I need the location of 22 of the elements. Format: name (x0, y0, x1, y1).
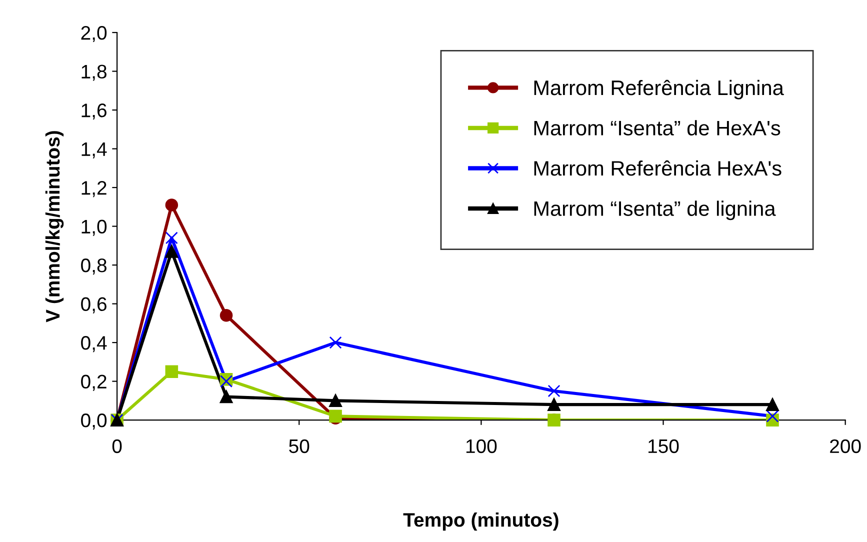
y-tick-label: 1,8 (82, 64, 106, 81)
y-tick-label: 0,0 (81, 414, 107, 430)
y-tick-label: 0,2 (81, 374, 106, 391)
legend-label: Marrom Referência HexA's (534, 160, 782, 176)
x-axis-title: Tempo (minutos) (403, 512, 558, 531)
x-tick-label: 200 (830, 439, 861, 454)
legend-label: Marrom “Isenta” de HexA's (534, 120, 780, 136)
y-tick-label: 1,6 (82, 103, 106, 120)
x-tick-label: 50 (289, 439, 310, 454)
y-tick-label: 1,2 (82, 181, 106, 198)
legend-label: Marrom Referência Lignina (534, 80, 784, 100)
x-tick-label: 150 (648, 439, 679, 454)
y-tick-label: 1,4 (82, 142, 107, 158)
y-tick-label: 0,4 (81, 336, 107, 352)
legend-label: Marrom “Isenta” de lignina (534, 200, 776, 220)
y-tick-label: 0,6 (81, 297, 106, 314)
y-tick-label: 0,8 (81, 258, 106, 275)
y-tick-label: 2,0 (81, 26, 107, 42)
y-axis-title: V (mmol/kg/minutos) (45, 131, 64, 322)
x-tick-label: 0 (112, 439, 122, 454)
x-tick-label: 100 (466, 439, 497, 454)
y-tick-label: 1,0 (82, 220, 107, 236)
